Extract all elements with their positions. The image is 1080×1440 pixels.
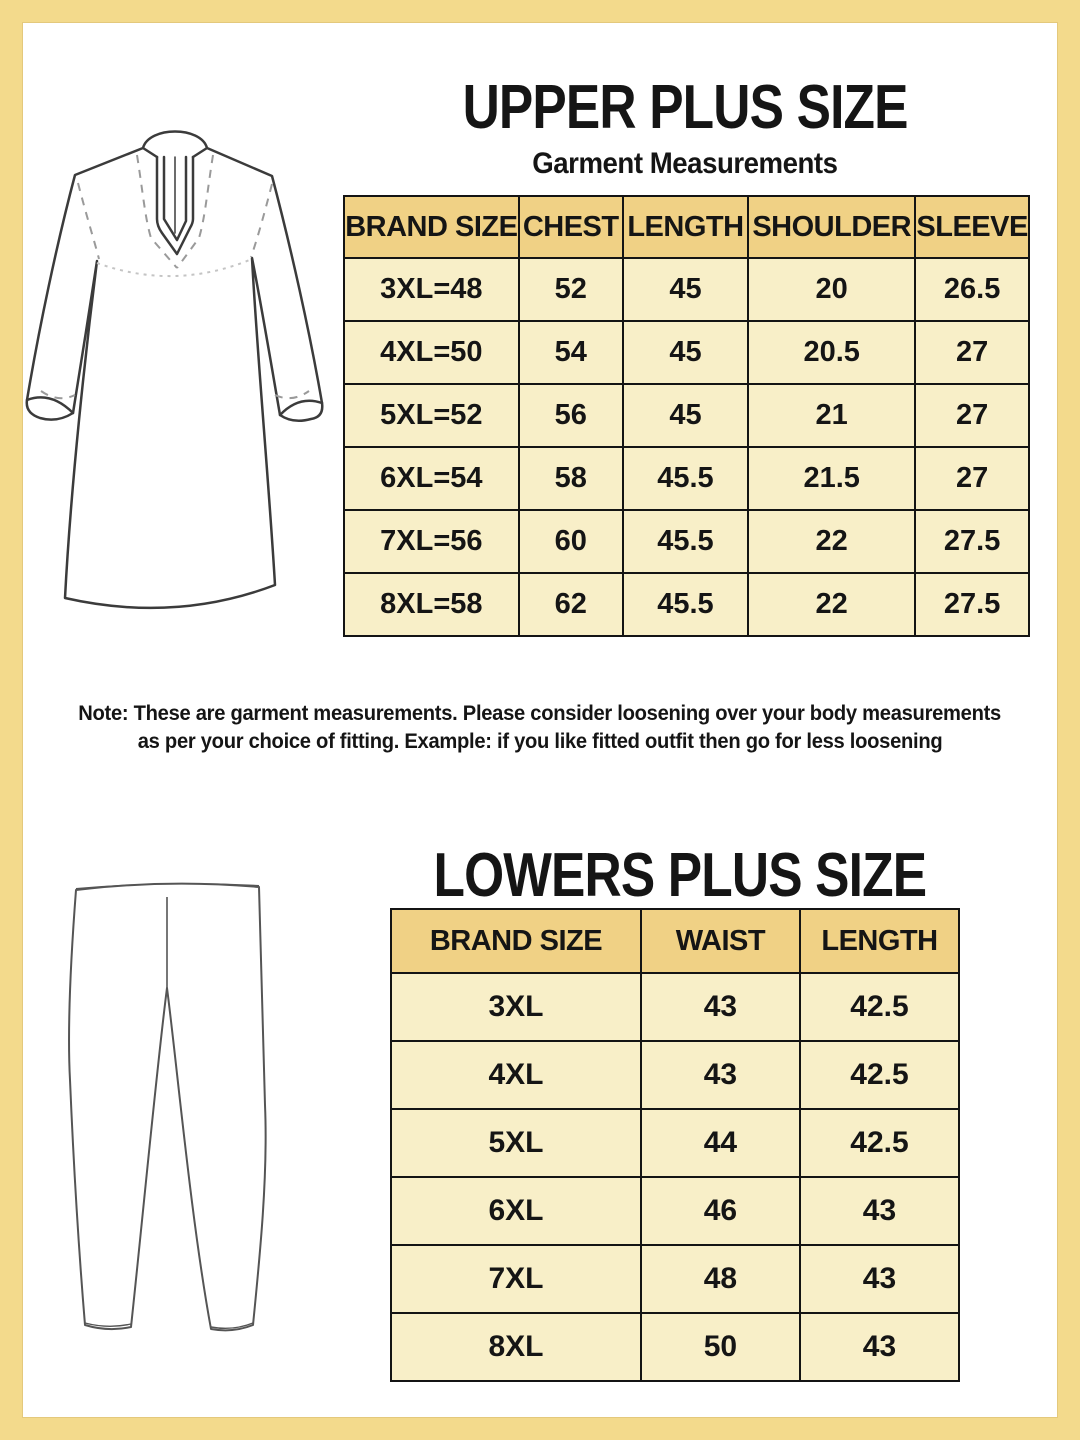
- table-cell: 45.5: [621, 572, 750, 637]
- table-row: 4XL 43 42.5: [390, 1040, 961, 1110]
- table-row: 8XL 50 43: [390, 1312, 961, 1382]
- table-header-row: BRAND SIZE CHEST LENGTH SHOULDER SLEEVE: [343, 195, 1030, 259]
- table-cell: 6XL: [390, 1176, 642, 1246]
- column-header: SLEEVE: [914, 195, 1030, 259]
- table-cell: 42.5: [798, 1040, 961, 1110]
- table-cell: 7XL: [390, 1244, 642, 1314]
- column-header: CHEST: [517, 195, 624, 259]
- table-cell: 27.5: [914, 572, 1030, 637]
- table-cell: 58: [517, 446, 624, 511]
- lower-title: LOWERS PLUS SIZE: [300, 840, 1060, 911]
- table-cell: 8XL=58: [343, 572, 520, 637]
- table-cell: 8XL: [390, 1312, 642, 1382]
- table-cell: 4XL=50: [343, 320, 520, 385]
- table-cell: 22: [747, 509, 917, 574]
- table-header-row: BRAND SIZE WAIST LENGTH: [390, 908, 961, 974]
- table-cell: 45.5: [621, 509, 750, 574]
- upper-title: UPPER PLUS SIZE: [340, 72, 1030, 143]
- table-cell: 21: [747, 383, 917, 448]
- table-cell: 22: [747, 572, 917, 637]
- table-row: 6XL=54 58 45.5 21.5 27: [343, 446, 1030, 511]
- table-cell: 3XL=48: [343, 257, 520, 322]
- table-cell: 20.5: [747, 320, 917, 385]
- table-row: 4XL=50 54 45 20.5 27: [343, 320, 1030, 385]
- table-cell: 5XL=52: [343, 383, 520, 448]
- upper-subtitle-text: Garment Measurements: [532, 147, 838, 180]
- column-header: SHOULDER: [747, 195, 917, 259]
- table-cell: 43: [798, 1312, 961, 1382]
- table-cell: 27.5: [914, 509, 1030, 574]
- note-line-2: as per your choice of fitting. Example: …: [137, 729, 943, 753]
- measurement-note: Note: These are garment measurements. Pl…: [22, 700, 1058, 756]
- table-cell: 42.5: [798, 1108, 961, 1178]
- table-cell: 43: [639, 1040, 801, 1110]
- column-header: LENGTH: [621, 195, 750, 259]
- table-row: 5XL 44 42.5: [390, 1108, 961, 1178]
- table-row: 6XL 46 43: [390, 1176, 961, 1246]
- lower-title-text: LOWERS PLUS SIZE: [433, 841, 928, 910]
- column-header: WAIST: [639, 908, 801, 974]
- upper-title-text: UPPER PLUS SIZE: [462, 73, 908, 142]
- leggings-line-drawing-icon: [67, 882, 267, 1332]
- table-cell: 46: [639, 1176, 801, 1246]
- table-cell: 4XL: [390, 1040, 642, 1110]
- table-cell: 20: [747, 257, 917, 322]
- table-cell: 6XL=54: [343, 446, 520, 511]
- table-cell: 21.5: [747, 446, 917, 511]
- table-cell: 3XL: [390, 972, 642, 1042]
- table-cell: 43: [798, 1244, 961, 1314]
- table-cell: 54: [517, 320, 624, 385]
- column-header: BRAND SIZE: [343, 195, 520, 259]
- table-cell: 60: [517, 509, 624, 574]
- table-cell: 45.5: [621, 446, 750, 511]
- table-cell: 45: [621, 320, 750, 385]
- table-cell: 26.5: [914, 257, 1030, 322]
- table-cell: 27: [914, 383, 1030, 448]
- table-row: 5XL=52 56 45 21 27: [343, 383, 1030, 448]
- note-line-1: Note: These are garment measurements. Pl…: [78, 702, 1002, 725]
- column-header: BRAND SIZE: [390, 908, 642, 974]
- table-cell: 42.5: [798, 972, 961, 1042]
- table-row: 7XL 48 43: [390, 1244, 961, 1314]
- kurta-illustration: [25, 123, 325, 623]
- table-cell: 52: [517, 257, 624, 322]
- table-cell: 27: [914, 320, 1030, 385]
- table-cell: 45: [621, 257, 750, 322]
- table-row: 8XL=58 62 45.5 22 27.5: [343, 572, 1030, 637]
- upper-size-table: BRAND SIZE CHEST LENGTH SHOULDER SLEEVE 3XL=4…: [343, 195, 1030, 637]
- table-cell: 43: [639, 972, 801, 1042]
- table-cell: 48: [639, 1244, 801, 1314]
- table-cell: 62: [517, 572, 624, 637]
- table-cell: 56: [517, 383, 624, 448]
- table-row: 3XL=48 52 45 20 26.5: [343, 257, 1030, 322]
- upper-subtitle: Garment Measurements: [340, 147, 1030, 181]
- leggings-illustration: [63, 875, 271, 1343]
- table-row: 3XL 43 42.5: [390, 972, 961, 1042]
- table-cell: 45: [621, 383, 750, 448]
- table-cell: 50: [639, 1312, 801, 1382]
- table-row: 7XL=56 60 45.5 22 27.5: [343, 509, 1030, 574]
- column-header: LENGTH: [798, 908, 961, 974]
- table-cell: 44: [639, 1108, 801, 1178]
- table-cell: 43: [798, 1176, 961, 1246]
- lower-size-table: BRAND SIZE WAIST LENGTH 3XL 43 42.5 4XL 43 42.5 5…: [390, 908, 961, 1382]
- table-cell: 5XL: [390, 1108, 642, 1178]
- table-cell: 7XL=56: [343, 509, 520, 574]
- table-cell: 27: [914, 446, 1030, 511]
- kurta-line-drawing-icon: [25, 130, 324, 610]
